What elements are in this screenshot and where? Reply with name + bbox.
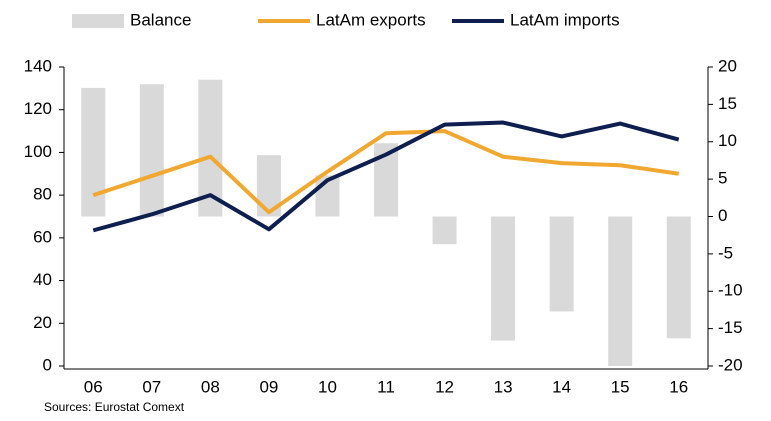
legend-label: LatAm imports — [510, 10, 620, 29]
x-tick-label: 12 — [435, 377, 454, 396]
y-tick-label: 80 — [33, 185, 52, 204]
y2-tick-label: 5 — [718, 169, 727, 188]
y2-tick-label: -15 — [718, 318, 743, 337]
legend-label: Balance — [130, 10, 191, 29]
y-tick-label: 120 — [24, 99, 52, 118]
x-tick-label: 10 — [318, 377, 337, 396]
x-tick-label: 16 — [669, 377, 688, 396]
y2-tick-label: 10 — [718, 131, 737, 150]
legend-swatch — [72, 14, 124, 28]
bar — [81, 87, 106, 217]
y2-tick-label: -10 — [718, 281, 743, 300]
x-tick-label: 13 — [494, 377, 513, 396]
y-tick-label: 100 — [24, 142, 52, 161]
source-note: Sources: Eurostat Comext — [44, 400, 185, 414]
y-tick-label: 0 — [43, 355, 52, 374]
x-tick-label: 08 — [201, 377, 220, 396]
line-series — [92, 120, 680, 233]
x-tick-label: 06 — [84, 377, 103, 396]
legend-label: LatAm exports — [316, 10, 426, 29]
bar — [666, 216, 691, 339]
y2-tick-label: -20 — [718, 355, 743, 374]
y-tick-label: 140 — [24, 56, 52, 75]
bar — [549, 216, 574, 312]
x-tick-label: 14 — [552, 377, 571, 396]
line-series — [92, 129, 680, 215]
x-tick-label: 07 — [142, 377, 161, 396]
bar — [608, 216, 633, 366]
x-tick-label: 15 — [611, 377, 630, 396]
y-tick-label: 60 — [33, 227, 52, 246]
y2-tick-label: 15 — [718, 94, 737, 113]
bar — [139, 84, 164, 217]
y2-tick-label: 0 — [718, 206, 727, 225]
x-tick-label: 09 — [259, 377, 278, 396]
y2-tick-label: 20 — [718, 56, 737, 75]
y-tick-label: 40 — [33, 270, 52, 289]
bar — [491, 216, 516, 341]
x-tick-label: 11 — [377, 377, 395, 396]
bar — [432, 216, 457, 245]
y-tick-label: 20 — [33, 313, 52, 332]
y2-tick-label: -5 — [718, 243, 733, 262]
